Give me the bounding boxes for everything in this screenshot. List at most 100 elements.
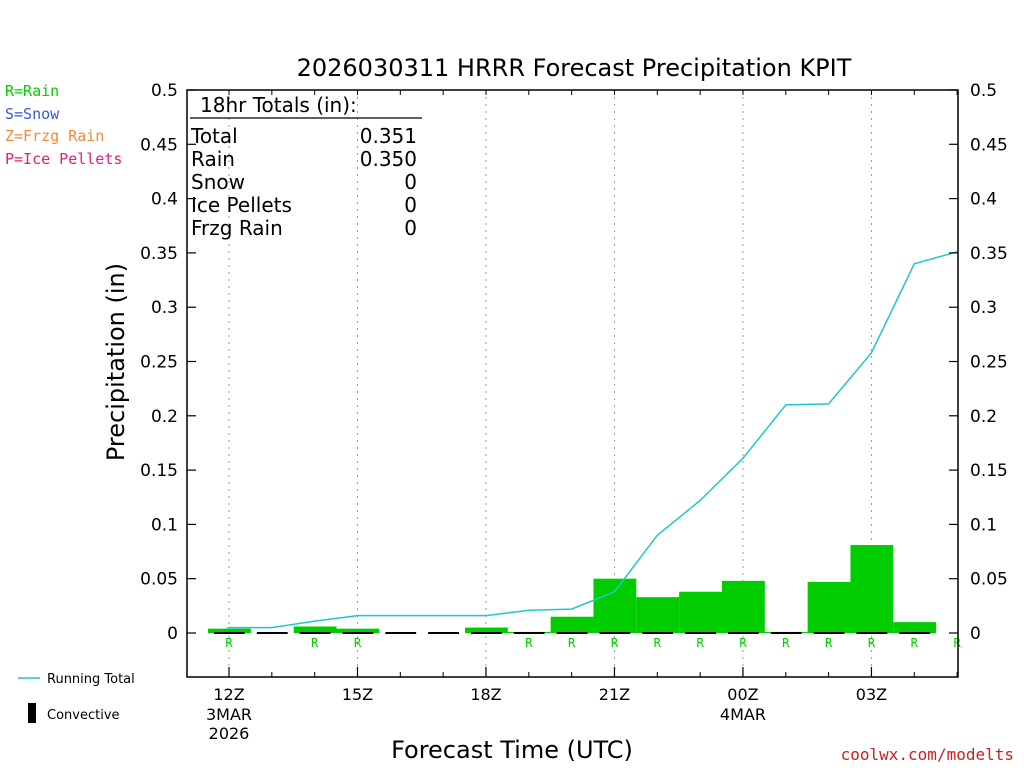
convective-bar-5 (428, 632, 459, 634)
totals-box: 18hr Totals (in): Total 0.351 Rain 0.350… (190, 93, 422, 240)
running-total-line (226, 251, 958, 630)
watermark: coolwx.com/modelts (841, 745, 1014, 764)
ptype-marker-16: R (911, 636, 919, 650)
x-tick-label-4: 00Z (727, 685, 758, 704)
y-tick-label-right-4: 0.2 (970, 407, 997, 427)
totals-value-snow: 0 (404, 170, 417, 194)
ptype-marker-8: R (568, 636, 576, 650)
ptype-marker-14: R (825, 636, 833, 650)
totals-label-rain: Rain (191, 147, 235, 171)
ptype-marker-2: R (311, 636, 319, 650)
y-tick-label-left-7: 0.35 (140, 244, 178, 264)
convective-bar-8 (556, 632, 588, 634)
convective-bar-4 (385, 632, 417, 634)
convective-bar-16 (899, 632, 931, 634)
rain-bar-3 (336, 628, 380, 633)
y-tick-label-right-2: 0.1 (970, 515, 997, 535)
y-tick-label-right-8: 0.4 (970, 190, 997, 210)
y-tick-label-right-6: 0.3 (970, 298, 997, 318)
x-tick-sublabel-0-1: 2026 (209, 724, 250, 743)
x-tick-sublabel-0-0: 3MAR (206, 705, 252, 724)
y-tick-label-left-4: 0.2 (151, 407, 178, 427)
y-tick-label-left-10: 0.5 (151, 81, 178, 101)
ptype-marker-9: R (611, 636, 619, 650)
convective-bar-11 (685, 632, 716, 634)
ptype-marker-15: R (868, 636, 876, 650)
y-tick-label-right-9: 0.45 (970, 135, 1008, 155)
legend-ice-pellets: P=Ice Pellets (5, 150, 122, 168)
rain-bars (208, 545, 937, 633)
x-axis-label: Forecast Time (UTC) (391, 736, 633, 764)
ptype-marker-3: R (354, 636, 362, 650)
totals-label-total: Total (190, 124, 238, 148)
y-tick-label-left-2: 0.1 (151, 515, 178, 535)
y-tick-label-right-7: 0.35 (970, 244, 1008, 264)
rain-bar-14 (807, 581, 851, 633)
rain-bar-6 (464, 627, 508, 633)
totals-label-snow: Snow (191, 170, 245, 194)
convective-bar-12 (727, 632, 759, 634)
y-tick-label-right-1: 0.05 (970, 570, 1008, 590)
y-tick-label-right-5: 0.25 (970, 353, 1008, 373)
legend-running-total: Running Total (47, 672, 135, 687)
y-tick-label-left-3: 0.15 (140, 461, 178, 481)
ptype-marker-11: R (697, 636, 705, 650)
y-tick-label-right-10: 0.5 (970, 81, 997, 101)
legend-rain: R=Rain (5, 82, 59, 100)
convective-bar-13 (770, 632, 802, 634)
y-tick-label-left-1: 0.05 (140, 570, 178, 590)
totals-value-frzg-rain: 0 (404, 216, 417, 240)
rain-bar-12 (721, 580, 765, 633)
chart-title: 2026030311 HRRR Forecast Precipitation K… (297, 54, 852, 82)
convective-bar-7 (513, 632, 545, 634)
convective-bar-1 (256, 632, 288, 634)
running-total-series (226, 251, 958, 630)
y-tick-label-right-3: 0.15 (970, 461, 1008, 481)
x-tick-label-5: 03Z (856, 685, 887, 704)
ptype-marker-0: R (225, 636, 233, 650)
ptype-marker-10: R (654, 636, 662, 650)
y-tick-label-right-0: 0 (970, 624, 981, 644)
rain-bar-2 (293, 626, 337, 633)
totals-value-total: 0.351 (360, 124, 417, 148)
convective-bar-10 (642, 632, 674, 634)
axes: 0 00.05 0.050.1 0.10.15 0.150.2 0.20.25 0.250.… (140, 81, 1008, 743)
y-tick-label-left-6: 0.3 (151, 298, 178, 318)
ptype-marker-13: R (782, 636, 790, 650)
x-tick-sublabel-4-0: 4MAR (720, 705, 766, 724)
legend-snow: S=Snow (5, 105, 60, 123)
convective-bar-2 (299, 632, 331, 634)
totals-label-ice-pellets: Ice Pellets (191, 193, 292, 217)
convective-bars (214, 632, 931, 634)
convective-legend-swatch (28, 703, 36, 723)
totals-header: 18hr Totals (in): (200, 93, 357, 117)
legend-convective: Convective (47, 708, 120, 723)
totals-value-rain: 0.350 (360, 147, 417, 171)
y-tick-label-left-9: 0.45 (140, 135, 178, 155)
ptype-marker-7: R (525, 636, 533, 650)
y-axis-label: Precipitation (in) (102, 263, 130, 461)
legend-frzg-rain: Z=Frzg Rain (5, 127, 104, 145)
convective-bar-6 (470, 632, 502, 634)
totals-label-frzg-rain: Frzg Rain (191, 216, 283, 240)
rain-bar-15 (850, 545, 894, 633)
convective-bar-14 (813, 632, 845, 634)
x-tick-label-0: 12Z (213, 685, 244, 704)
plot-frame (186, 89, 959, 678)
x-tick-label-2: 18Z (470, 685, 501, 704)
rain-bar-16 (893, 622, 937, 633)
x-tick-label-3: 21Z (599, 685, 630, 704)
y-tick-label-left-8: 0.4 (151, 190, 178, 210)
convective-bar-9 (599, 632, 631, 634)
series-legend: Running Total Convective (18, 672, 135, 723)
gridlines (228, 90, 872, 677)
rain-bar-0 (208, 628, 251, 633)
ptype-marker-12: R (739, 636, 747, 650)
totals-value-ice-pellets: 0 (404, 193, 417, 217)
y-tick-label-left-5: 0.25 (140, 353, 178, 373)
x-tick-label-1: 15Z (342, 685, 373, 704)
convective-bar-3 (342, 632, 374, 634)
rain-bar-10 (636, 597, 680, 633)
